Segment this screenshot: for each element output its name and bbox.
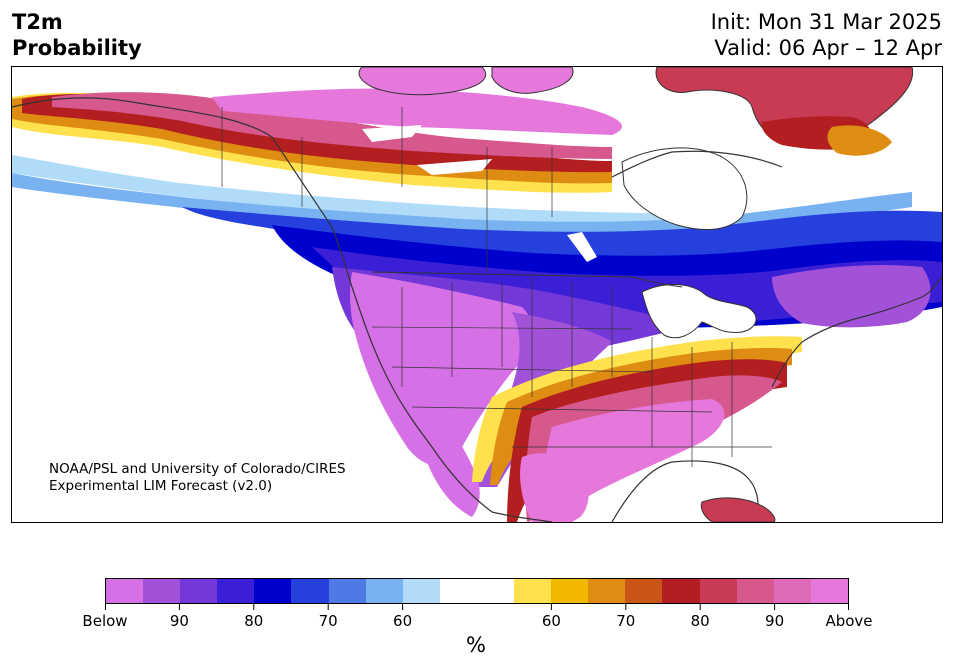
colorbar-segment-18 [773, 579, 811, 603]
colorbar-segment-13 [588, 579, 626, 603]
credit-text: NOAA/PSL and University of Colorado/CIRE… [49, 461, 346, 495]
us-canada-border [371, 271, 683, 288]
band-below-deep [182, 207, 942, 262]
band-above-south-mid [490, 348, 792, 485]
region-above-north-max [52, 92, 612, 159]
region-below-west-max [350, 272, 533, 466]
colorbar-segment-0 [106, 579, 144, 603]
colorbar-ticks [105, 604, 849, 610]
region-above-south-strong [507, 359, 787, 522]
title-type: Probability [12, 36, 142, 60]
region-above-arctic [212, 88, 622, 135]
colorbar-segment-2 [180, 579, 218, 603]
greenland-above-orange [827, 125, 892, 156]
colorbar-label-4: 60 [393, 612, 413, 630]
colorbar-segment-1 [143, 579, 181, 603]
colorbar-label-8: 90 [765, 612, 785, 630]
cuba [700, 497, 776, 522]
state-lines [221, 107, 772, 467]
map-title: T2m Probability [12, 9, 142, 61]
colorbar-segment-7 [365, 579, 403, 603]
colorbar-label-6: 70 [616, 612, 636, 630]
init-date: Init: Mon 31 Mar 2025 [710, 10, 942, 34]
colorbar-label-1: 90 [169, 612, 189, 630]
region-below-east-purple [772, 265, 931, 328]
colorbar-segment-15 [662, 579, 700, 603]
lakes-canada [362, 125, 597, 262]
region-above-mexico-max [520, 453, 589, 522]
colorbar-segment-11 [514, 579, 552, 603]
colorbar-unit: % [466, 633, 486, 657]
coastline [12, 97, 942, 522]
colorbar-segment-12 [551, 579, 589, 603]
colorbar-segment-17 [736, 579, 774, 603]
colorbar-segment-16 [699, 579, 737, 603]
colorbar-label-3: 70 [318, 612, 338, 630]
colorbar-label-9: Above [825, 612, 873, 630]
colorbar-segment-8 [402, 579, 440, 603]
colorbar [105, 578, 849, 604]
colorbar-label-7: 80 [690, 612, 710, 630]
colorbar-label-5: 60 [541, 612, 561, 630]
credit-line-1: NOAA/PSL and University of Colorado/CIRE… [49, 461, 346, 477]
probability-map [11, 66, 943, 523]
arctic-islands [358, 67, 574, 96]
colorbar-segment-5 [291, 579, 329, 603]
colorbar-label-2: 80 [244, 612, 264, 630]
band-above-south-light [472, 336, 802, 482]
colorbar-label-0: Below [82, 612, 128, 630]
valid-range: Valid: 06 Apr – 12 Apr [714, 36, 942, 60]
region-below-mexico [420, 407, 480, 517]
colorbar-segment-3 [217, 579, 255, 603]
great-lakes [641, 284, 757, 339]
map-svg [12, 67, 942, 522]
colorbar-segment-19 [810, 579, 848, 603]
colorbar-segment-9 [439, 579, 477, 603]
colorbar-segment-6 [328, 579, 366, 603]
colorbar-segment-10 [476, 579, 515, 603]
title-variable: T2m [12, 10, 63, 34]
colorbar-segment-14 [625, 579, 663, 603]
forecast-dates: Init: Mon 31 Mar 2025 Valid: 06 Apr – 12… [711, 9, 942, 61]
credit-line-2: Experimental LIM Forecast (v2.0) [49, 478, 273, 494]
colorbar-segment-4 [254, 579, 292, 603]
hudson-bay [621, 147, 748, 230]
